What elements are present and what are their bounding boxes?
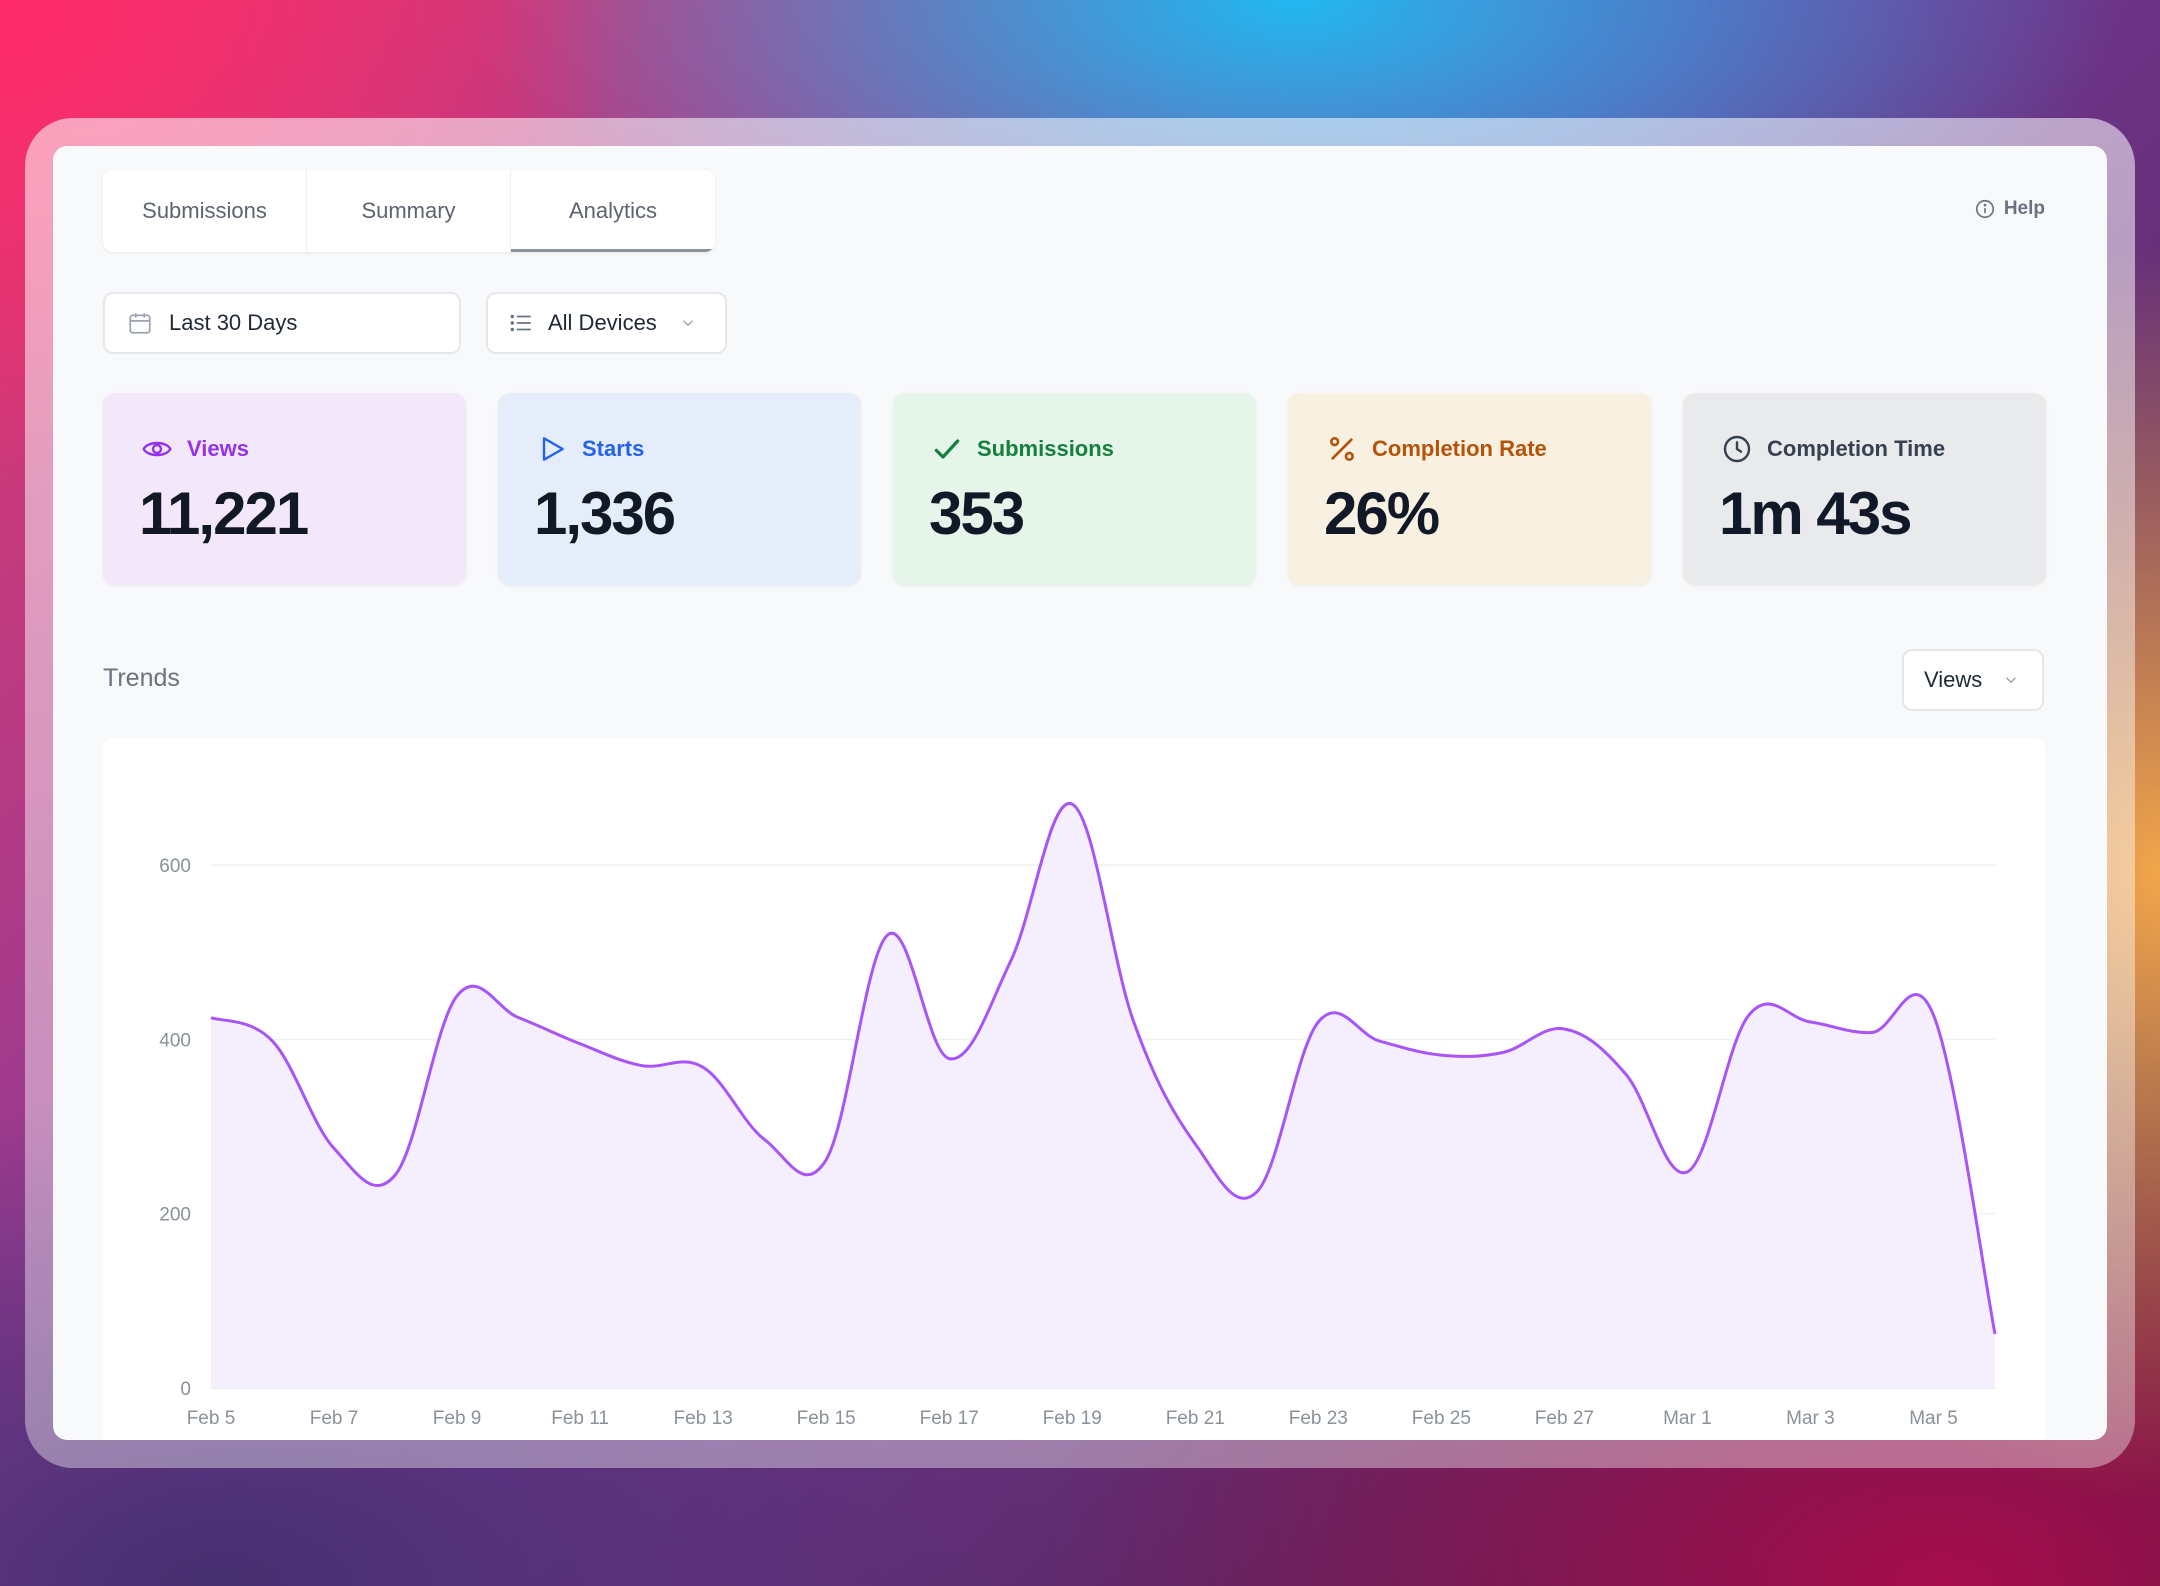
trends-chart-svg: 0 200 400 600 Feb 5 Feb 7 Feb 9 Feb 11 Feb 13 Feb… [159,802,1997,1429]
help-label: Help [2003,198,2045,219]
completion-rate-stat-label: Completion Rate [1372,436,1547,461]
x-tick-label: Mar 1 [1663,1408,1712,1429]
x-tick-label: Mar 3 [1786,1408,1835,1429]
date-range-select[interactable]: Last 30 Days [103,292,461,354]
views-stat-header: Views [141,433,249,465]
analytics-window: Submissions Summary Analytics Help Last … [53,146,2107,1440]
help-link[interactable]: Help [1974,198,2045,220]
calendar-icon [129,313,151,334]
chevron-down-icon [2006,677,2017,684]
y-tick-label: 200 [159,1205,191,1226]
x-tick-label: Feb 23 [1289,1408,1348,1429]
chevron-down-icon [682,320,693,327]
x-tick-label: Feb 9 [433,1408,482,1429]
submissions-stat-label: Submissions [977,436,1114,461]
x-tick-label: Feb 21 [1166,1408,1225,1429]
completion-time-stat-label: Completion Time [1767,436,1946,461]
completion-rate-stat-value: 26% [1324,480,1440,547]
completion-time-stat-value: 1m 43s [1719,480,1912,547]
completion-time-stat-header: Completion Time [1721,433,1945,465]
y-tick-label: 600 [159,856,191,877]
x-tick-label: Feb 25 [1412,1408,1471,1429]
tab-submissions[interactable]: Submissions [103,170,307,252]
x-tick-label: Feb 27 [1535,1408,1594,1429]
check-icon [934,439,960,459]
x-tick-label: Feb 5 [187,1408,236,1429]
submissions-stat-card: Submissions 353 [893,393,1256,585]
trend-metric-select[interactable]: Views [1902,649,2044,711]
x-tick-label: Mar 5 [1909,1408,1958,1429]
trends-title: Trends [103,664,180,692]
x-tick-label: Feb 11 [551,1408,609,1429]
views-stat-card: Views 11,221 [103,393,466,585]
list-icon [510,314,531,332]
x-tick-label: Feb 13 [674,1408,733,1429]
completion-rate-stat-header: Completion Rate [1326,433,1547,465]
play-icon [542,437,564,461]
device-label: All Devices [548,310,657,335]
y-tick-label: 400 [159,1030,191,1051]
clock-icon [1723,435,1751,463]
eye-icon [142,441,172,457]
views-stat-label: Views [187,436,249,461]
x-tick-label: Feb 15 [797,1408,856,1429]
x-tick-label: Feb 17 [920,1408,979,1429]
starts-stat-label: Starts [582,436,645,461]
x-tick-label: Feb 7 [310,1408,359,1429]
device-select[interactable]: All Devices [486,292,727,354]
views-stat-value: 11,221 [139,480,309,547]
trends-chart: 0 200 400 600 Feb 5 Feb 7 Feb 9 Feb 11 Feb 13 Feb… [103,738,2045,1440]
date-range-label: Last 30 Days [169,310,298,335]
y-tick-label: 0 [180,1379,191,1400]
tab-bar: Submissions Summary Analytics [103,170,715,252]
starts-stat-value: 1,336 [534,480,676,547]
starts-stat-header: Starts [536,433,644,465]
x-tick-label: Feb 19 [1043,1408,1102,1429]
completion-time-stat-card: Completion Time 1m 43s [1683,393,2046,585]
submissions-stat-header: Submissions [931,433,1114,465]
tab-summary[interactable]: Summary [307,170,511,252]
completion-rate-stat-card: Completion Rate 26% [1288,393,1651,585]
info-circle-icon [1975,199,1994,219]
tab-analytics[interactable]: Analytics [511,170,715,252]
submissions-stat-value: 353 [929,480,1025,547]
percent-icon [1330,437,1354,461]
starts-stat-card: Starts 1,336 [498,393,861,585]
views-series-line [210,802,1997,1335]
trend-metric-label: Views [1924,667,1983,692]
views-area-fill [211,803,1995,1388]
